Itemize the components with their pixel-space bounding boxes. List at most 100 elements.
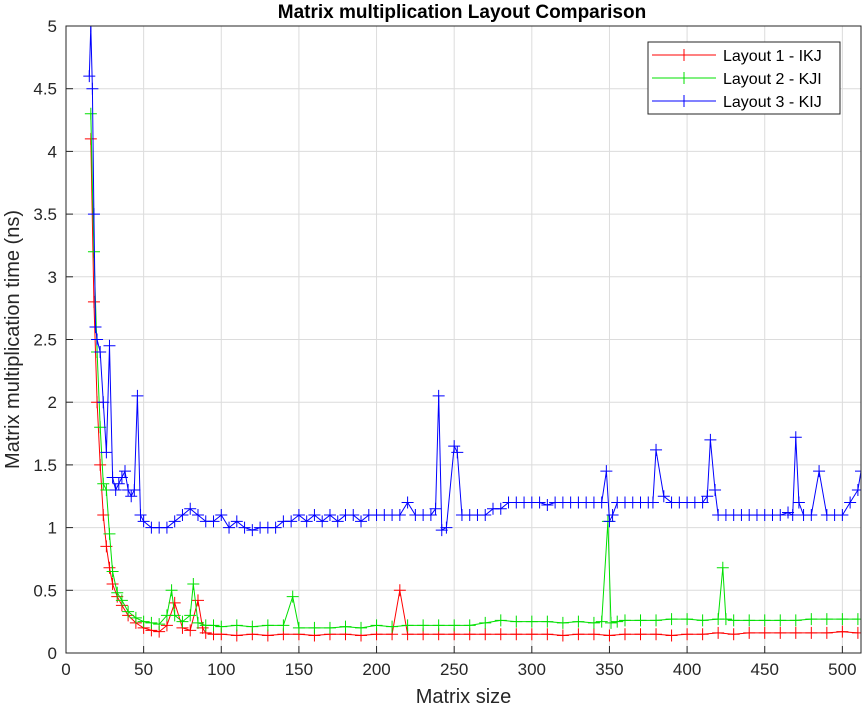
data-point [112, 477, 125, 490]
data-point [191, 509, 204, 522]
data-point [168, 515, 181, 528]
data-point [587, 616, 600, 629]
data-point [525, 628, 538, 641]
data-point [595, 496, 608, 509]
data-point [91, 333, 104, 346]
data-point [106, 565, 119, 578]
data-point [215, 620, 228, 633]
data-point [494, 614, 507, 627]
data-point [758, 614, 771, 627]
y-tick-label: 2.5 [33, 331, 57, 350]
data-point [541, 499, 554, 512]
data-point [292, 621, 305, 634]
data-point [115, 594, 128, 607]
data-point [634, 628, 647, 641]
data-point [805, 509, 818, 522]
data-point [665, 613, 678, 626]
data-point [709, 483, 722, 496]
data-point [230, 515, 243, 528]
x-tick-label: 0 [61, 660, 70, 679]
data-point [119, 465, 132, 478]
data-point [355, 621, 368, 634]
data-point [556, 616, 569, 629]
x-tick-label: 450 [751, 660, 779, 679]
data-point [83, 70, 96, 83]
data-point [836, 613, 849, 626]
data-point [286, 590, 299, 603]
data-point [696, 496, 709, 509]
tick-layer: 0 50 100 150 200 250 300 350 400 450 500 0 0.5 1 1.5 2 2… [33, 17, 856, 679]
data-point [109, 483, 122, 496]
data-point [805, 626, 818, 639]
data-point [323, 509, 336, 522]
data-point [160, 619, 173, 632]
data-point [556, 629, 569, 642]
data-point [331, 515, 344, 528]
data-point [89, 320, 102, 333]
data-point [125, 490, 138, 503]
y-tick-label: 1.5 [33, 456, 57, 475]
y-tick-label: 4 [48, 142, 57, 161]
data-point [479, 509, 492, 522]
data-point [789, 614, 802, 627]
data-point [646, 496, 659, 509]
data-point [719, 613, 732, 626]
y-tick-label: 2 [48, 393, 57, 412]
chart-title: Matrix multiplication Layout Comparison [278, 2, 646, 23]
data-point [429, 502, 442, 515]
data-point [87, 295, 100, 308]
data-point [137, 515, 150, 528]
data-point [758, 626, 771, 639]
data-point [122, 605, 135, 618]
data-point [230, 619, 243, 632]
data-point [103, 339, 116, 352]
data-point [494, 628, 507, 641]
data-point [448, 619, 461, 632]
data-point [292, 509, 305, 522]
data-point [308, 509, 321, 522]
y-tick-label: 0 [48, 644, 57, 663]
data-point [510, 628, 523, 641]
data-point [401, 619, 414, 632]
data-point [168, 596, 181, 609]
data-point [716, 561, 729, 574]
data-point [525, 615, 538, 628]
data-point [836, 625, 849, 638]
data-point [187, 578, 200, 591]
data-point [111, 586, 124, 599]
data-point [463, 619, 476, 632]
data-point [727, 614, 740, 627]
data-point [97, 509, 110, 522]
data-point [131, 389, 144, 402]
data-point [246, 620, 259, 633]
series-3 [83, 26, 861, 537]
data-point [681, 613, 694, 626]
data-point [184, 609, 197, 622]
data-point [417, 619, 430, 632]
data-point [479, 628, 492, 641]
data-point [618, 628, 631, 641]
data-point [176, 509, 189, 522]
data-point [134, 509, 147, 522]
data-point [370, 619, 383, 632]
data-point [97, 477, 110, 490]
data-point [115, 471, 128, 484]
y-tick-label: 3 [48, 268, 57, 287]
series-2 [84, 107, 861, 634]
data-point [650, 628, 663, 641]
data-point [432, 619, 445, 632]
legend-marker [678, 49, 690, 61]
legend-label: Layout 1 - IKJ [723, 48, 822, 65]
data-point [435, 524, 448, 537]
data-point [207, 515, 220, 528]
data-point [782, 506, 795, 519]
data-point [401, 496, 414, 509]
data-point [393, 584, 406, 597]
x-tick-label: 350 [595, 660, 623, 679]
data-point [94, 421, 107, 434]
y-axis-label: Matrix multiplication time (ns) [2, 210, 24, 469]
data-point [572, 628, 585, 641]
data-point [184, 624, 197, 637]
